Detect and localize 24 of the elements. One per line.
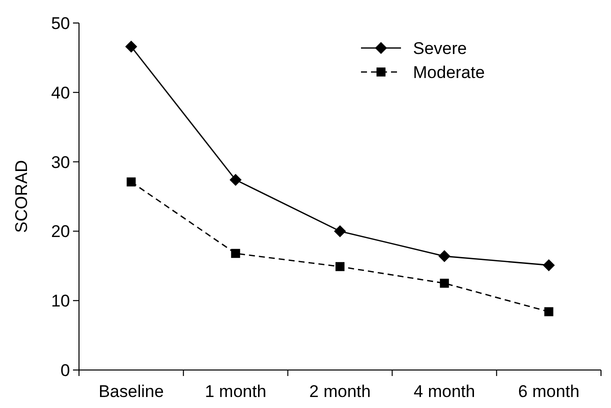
x-tick-label: 2 month [309, 382, 371, 401]
y-tick-label: 30 [51, 152, 70, 172]
legend-label: Severe [413, 38, 467, 58]
y-axis-title: SCORAD [12, 160, 31, 233]
point [126, 177, 136, 186]
point [438, 250, 450, 262]
legend-label: Moderate [413, 62, 485, 82]
point [542, 259, 555, 272]
y-tick-label: 40 [51, 83, 70, 102]
point [231, 248, 240, 258]
point [440, 278, 449, 288]
y-tick-label: 50 [51, 14, 70, 33]
x-tick-label: 4 month [414, 382, 476, 401]
x-tick-label: Baseline [98, 382, 164, 401]
point [230, 174, 242, 186]
y-tick-label: 20 [51, 222, 70, 242]
y-tick-label: 10 [51, 292, 70, 311]
point [125, 40, 138, 53]
x-tick-label: 1 month [204, 382, 266, 401]
point [334, 225, 346, 238]
point [336, 262, 344, 272]
x-tick-label: 6 month [518, 382, 580, 401]
y-tick-label: 0 [60, 360, 70, 380]
point [544, 307, 554, 316]
